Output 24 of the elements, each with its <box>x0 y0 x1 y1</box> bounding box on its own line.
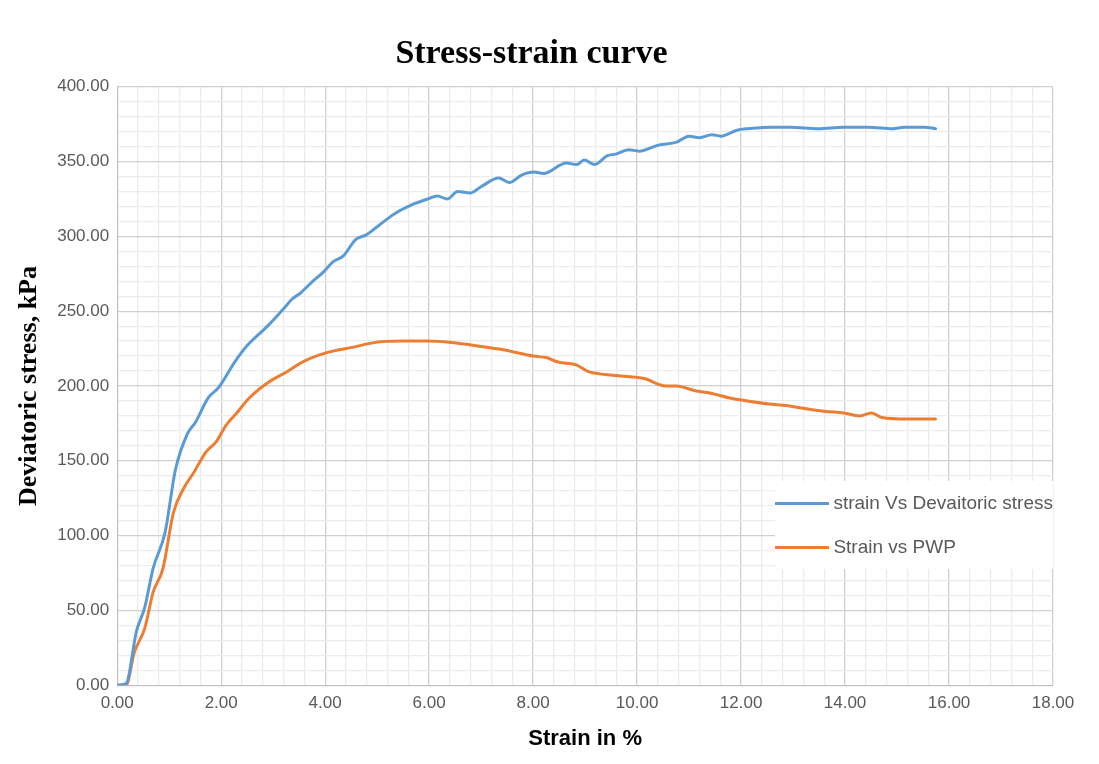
x-tick-label: 16.00 <box>927 693 971 713</box>
y-tick-label: 150.00 <box>57 450 110 470</box>
x-tick-label: 8.00 <box>516 693 550 713</box>
y-axis-title: Deviatoric stress, kPa <box>13 266 43 506</box>
y-tick-label: 350.00 <box>57 151 110 171</box>
y-tick-label: 250.00 <box>57 300 110 320</box>
chart-title: Stress-strain curve <box>395 33 668 71</box>
x-tick-label: 2.00 <box>204 693 238 713</box>
x-tick-label: 4.00 <box>308 693 342 713</box>
y-tick-label: 300.00 <box>57 226 110 246</box>
y-tick-label: 400.00 <box>57 76 110 96</box>
legend-label: Strain vs PWP <box>833 535 956 560</box>
y-tick-label: 50.00 <box>66 600 110 620</box>
x-tick-label: 12.00 <box>719 693 763 713</box>
y-tick-label: 100.00 <box>57 525 110 545</box>
x-tick-label: 6.00 <box>412 693 446 713</box>
x-axis-title: Strain in % <box>528 724 642 750</box>
x-tick-label: 10.00 <box>615 693 659 713</box>
y-tick-label: 0.00 <box>76 674 110 694</box>
x-tick-label: 18.00 <box>1031 693 1075 713</box>
y-tick-label: 200.00 <box>57 375 110 395</box>
x-tick-label: 14.00 <box>823 693 867 713</box>
x-tick-label: 0.00 <box>100 693 134 713</box>
legend-label: strain Vs Devaitoric stress <box>833 491 1053 516</box>
